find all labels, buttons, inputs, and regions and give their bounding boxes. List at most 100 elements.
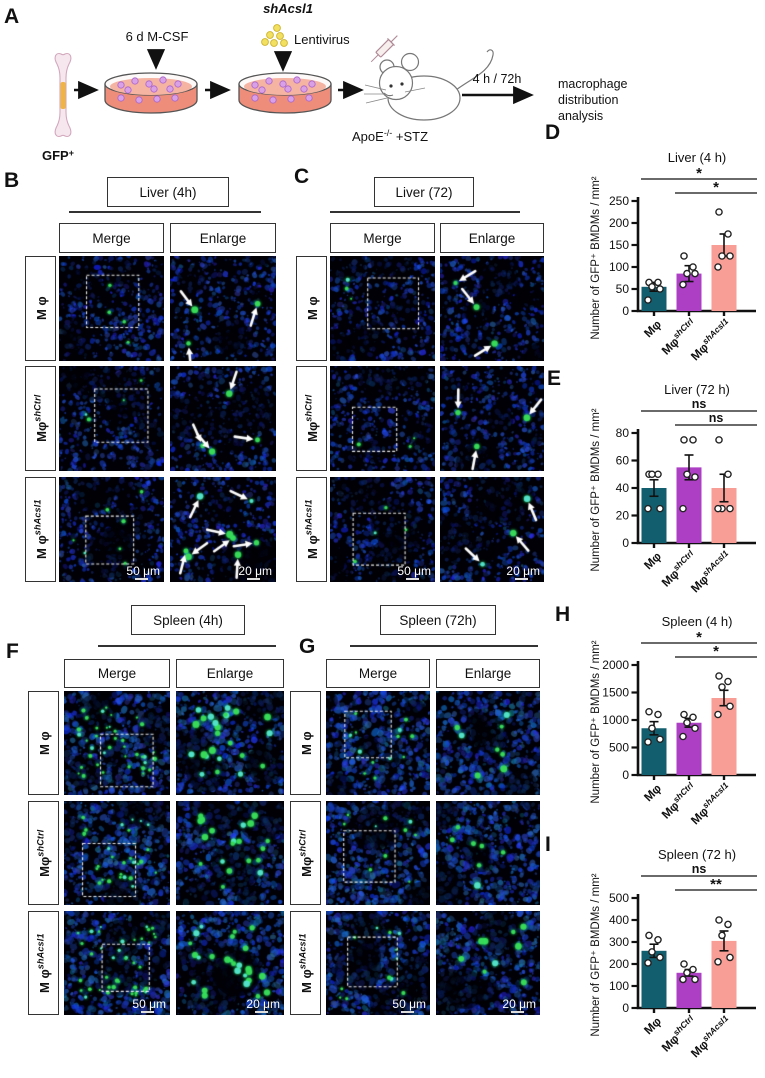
data-point bbox=[689, 965, 697, 974]
confocal-enlarge-image bbox=[176, 801, 284, 905]
significance-label: ns bbox=[709, 411, 724, 425]
confocal-enlarge-image bbox=[176, 691, 284, 795]
tissue-title-box: Spleen (72h) bbox=[380, 605, 496, 635]
data-point bbox=[656, 504, 664, 513]
panel-h-label: H bbox=[555, 603, 571, 626]
x-tick-label: Mφ bbox=[641, 549, 664, 572]
confocal-image-canvas bbox=[440, 256, 544, 361]
enlarge-column-header: Enlarge bbox=[170, 223, 276, 253]
y-tick-label: 50 bbox=[616, 282, 630, 296]
analysis-line-2: distribution bbox=[558, 93, 618, 107]
row-label-sup: shCtrl bbox=[35, 829, 46, 857]
data-point bbox=[679, 975, 687, 984]
x-label-sup: shAcsl1 bbox=[700, 548, 730, 578]
data-point bbox=[644, 738, 652, 746]
merge-column-header: Merge bbox=[64, 659, 170, 688]
confocal-image-canvas bbox=[59, 366, 164, 471]
x-label-sup: shAcsl1 bbox=[700, 780, 730, 810]
y-tick-label: 0 bbox=[622, 768, 629, 782]
enlarge-column-header: Enlarge bbox=[436, 659, 540, 688]
y-axis-label: Number of GFP⁺ BMDMs / mm² bbox=[590, 640, 602, 803]
mouse-icon bbox=[364, 49, 494, 121]
lentivirus-particles-icon bbox=[261, 24, 288, 47]
merge-header-label: Merge bbox=[358, 666, 398, 681]
data-point bbox=[648, 724, 656, 733]
y-tick-label: 200 bbox=[609, 957, 629, 971]
scale-bar bbox=[255, 1011, 268, 1013]
tissue-title: Liver (72) bbox=[395, 184, 453, 200]
timepoint-label: 4 h / 72h bbox=[473, 72, 522, 86]
data-point bbox=[726, 252, 734, 260]
syringe-icon bbox=[370, 35, 398, 63]
data-point bbox=[683, 470, 691, 479]
chart-i: Spleen (72 h) Number of GFP⁺ BMDMs / mm² 0… bbox=[590, 847, 757, 1060]
row-label-box: M φshAcsl1 bbox=[28, 911, 59, 1015]
title-underline bbox=[350, 645, 538, 647]
scale-bar bbox=[141, 1011, 154, 1013]
data-point bbox=[683, 969, 691, 977]
confocal-image-canvas bbox=[170, 477, 276, 582]
confocal-image-canvas bbox=[59, 256, 164, 361]
data-point bbox=[714, 958, 722, 966]
enlarge-header-label: Enlarge bbox=[199, 230, 247, 246]
data-point bbox=[679, 732, 687, 741]
row-label-box: M φshAcsl1 bbox=[290, 911, 321, 1015]
panel-a-label: A bbox=[4, 5, 20, 28]
row-label-base: M φ bbox=[36, 731, 52, 755]
data-point bbox=[648, 470, 656, 479]
row-label-box: M φ bbox=[28, 691, 59, 795]
data-point bbox=[724, 920, 732, 929]
confocal-enlarge-image bbox=[436, 691, 540, 795]
data-point bbox=[714, 504, 722, 513]
confocal-image-canvas bbox=[436, 691, 540, 795]
confocal-merge-image: 50 μm bbox=[330, 477, 435, 582]
data-point bbox=[656, 953, 664, 962]
row-label: M φ bbox=[303, 297, 320, 321]
tissue-title-box: Liver (72) bbox=[374, 177, 474, 207]
row-label: M φ bbox=[32, 297, 49, 321]
data-point bbox=[724, 230, 732, 238]
data-point bbox=[654, 278, 662, 287]
data-point bbox=[654, 936, 662, 944]
chart-title: Liver (4 h) bbox=[668, 150, 727, 165]
row-label-sup: shAcsl1 bbox=[35, 933, 46, 970]
merge-column-header: Merge bbox=[59, 223, 164, 253]
x-tick-label: Mφ bbox=[641, 781, 664, 804]
scale-bar-label: 50 μm bbox=[397, 564, 431, 578]
panel-i-label: I bbox=[545, 833, 551, 856]
y-tick-label: 100 bbox=[609, 260, 629, 274]
confocal-image-canvas bbox=[326, 691, 430, 795]
data-point bbox=[726, 504, 734, 513]
merge-header-label: Merge bbox=[92, 230, 131, 246]
merge-column-header: Merge bbox=[330, 223, 435, 253]
data-point bbox=[715, 916, 723, 924]
data-point bbox=[683, 718, 691, 727]
y-tick-label: 60 bbox=[616, 454, 630, 468]
mouse-model-base: ApoE bbox=[352, 129, 384, 144]
row-label-base: M φ bbox=[298, 969, 314, 993]
enlarge-column-header: Enlarge bbox=[176, 659, 284, 688]
data-point bbox=[689, 263, 697, 271]
analysis-line-1: macrophage bbox=[558, 77, 628, 91]
scale-bar bbox=[406, 578, 419, 580]
bar bbox=[711, 698, 737, 775]
confocal-enlarge-image: 20 μm bbox=[170, 477, 276, 582]
scale-bar-label: 50 μm bbox=[392, 997, 426, 1011]
row-label-base: Mφ bbox=[33, 422, 49, 443]
data-point bbox=[683, 269, 691, 278]
significance-label: ** bbox=[710, 876, 722, 893]
row-label: M φ bbox=[297, 731, 314, 755]
enlarge-header-label: Enlarge bbox=[464, 666, 512, 681]
row-label: M φshAcsl1 bbox=[297, 933, 313, 993]
analysis-label: macrophage distribution analysis bbox=[558, 77, 628, 123]
data-point bbox=[718, 683, 726, 691]
merge-header-label: Merge bbox=[97, 666, 137, 681]
row-label-box: MφshCtrl bbox=[28, 801, 59, 905]
row-label-base: M φ bbox=[36, 969, 52, 993]
data-point bbox=[654, 710, 662, 719]
row-label-base: M φ bbox=[298, 731, 314, 755]
chart-e: Liver (72 h) Number of GFP⁺ BMDMs / mm² 0 2… bbox=[590, 382, 757, 595]
row-label: MφshCtrl bbox=[35, 829, 51, 876]
confocal-image-canvas bbox=[64, 691, 170, 795]
